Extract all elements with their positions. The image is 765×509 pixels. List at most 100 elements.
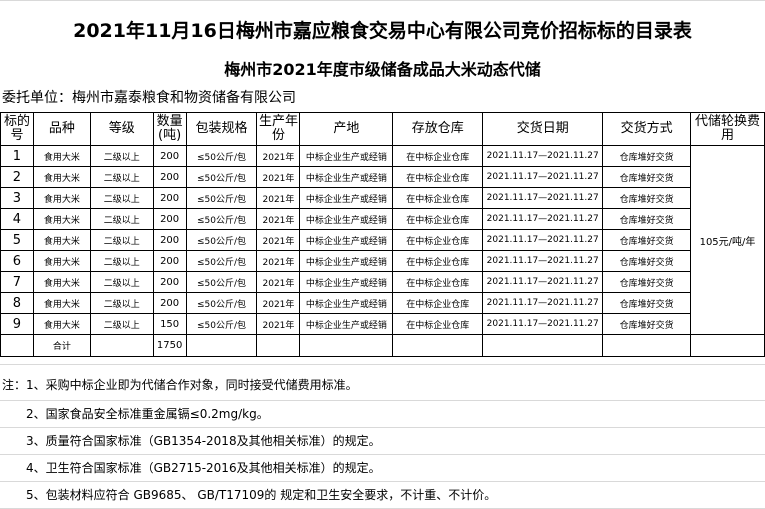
cell-no[interactable]: 4 [0,208,34,230]
cell-method[interactable]: 仓库堆好交货 [602,292,691,314]
cell-grade[interactable]: 二级以上 [89,208,154,230]
cell-no[interactable]: 3 [0,187,34,209]
fee-cell[interactable]: 105元/吨/年 [690,145,765,335]
cell-pack[interactable]: ≤50公斤/包 [185,145,258,167]
cell-qty[interactable]: 200 [152,250,187,272]
cell-origin[interactable]: 中标企业生产或经销 [299,208,394,230]
cell-origin[interactable]: 中标企业生产或经销 [299,313,394,335]
cell-year[interactable]: 2021年 [256,271,301,293]
cell-pack[interactable]: ≤50公斤/包 [185,292,258,314]
cell-variety[interactable]: 食用大米 [32,208,91,230]
cell-warehouse[interactable]: 在中标企业仓库 [392,187,484,209]
cell-origin[interactable]: 中标企业生产或经销 [299,250,394,272]
cell-year[interactable]: 2021年 [256,313,301,335]
cell-origin[interactable]: 中标企业生产或经销 [299,229,394,251]
cell-qty[interactable]: 200 [152,187,187,209]
cell-method[interactable]: 仓库堆好交货 [602,145,691,167]
cell-origin[interactable]: 中标企业生产或经销 [299,271,394,293]
cell-year[interactable]: 2021年 [256,250,301,272]
cell-year[interactable]: 2021年 [256,229,301,251]
cell-variety[interactable]: 食用大米 [32,292,91,314]
cell-pack[interactable]: ≤50公斤/包 [185,229,258,251]
cell-method[interactable]: 仓库堆好交货 [602,250,691,272]
cell-date[interactable]: 2021.11.17—2021.11.27 [482,250,604,272]
empty-cell[interactable] [89,334,154,357]
empty-cell[interactable] [299,334,394,357]
cell-warehouse[interactable]: 在中标企业仓库 [392,271,484,293]
cell-method[interactable]: 仓库堆好交货 [602,313,691,335]
cell-method[interactable]: 仓库堆好交货 [602,229,691,251]
empty-cell[interactable] [185,334,258,357]
cell-no[interactable]: 6 [0,250,34,272]
total-qty[interactable]: 1750 [152,334,187,357]
cell-qty[interactable]: 200 [152,229,187,251]
cell-year[interactable]: 2021年 [256,187,301,209]
cell-variety[interactable]: 食用大米 [32,271,91,293]
cell-date[interactable]: 2021.11.17—2021.11.27 [482,187,604,209]
cell-qty[interactable]: 200 [152,166,187,188]
cell-no[interactable]: 1 [0,145,34,167]
cell-no[interactable]: 8 [0,292,34,314]
empty-cell[interactable] [602,334,691,357]
cell-grade[interactable]: 二级以上 [89,166,154,188]
cell-grade[interactable]: 二级以上 [89,250,154,272]
cell-grade[interactable]: 二级以上 [89,292,154,314]
cell-year[interactable]: 2021年 [256,145,301,167]
cell-no[interactable]: 7 [0,271,34,293]
cell-qty[interactable]: 200 [152,145,187,167]
cell-variety[interactable]: 食用大米 [32,166,91,188]
cell-grade[interactable]: 二级以上 [89,145,154,167]
cell-qty[interactable]: 200 [152,292,187,314]
cell-method[interactable]: 仓库堆好交货 [602,166,691,188]
cell-method[interactable]: 仓库堆好交货 [602,271,691,293]
cell-qty[interactable]: 150 [152,313,187,335]
cell-no[interactable]: 9 [0,313,34,335]
cell-method[interactable]: 仓库堆好交货 [602,187,691,209]
total-label[interactable]: 合计 [32,334,91,357]
cell-origin[interactable]: 中标企业生产或经销 [299,166,394,188]
cell-pack[interactable]: ≤50公斤/包 [185,271,258,293]
empty-cell[interactable] [256,334,301,357]
cell-date[interactable]: 2021.11.17—2021.11.27 [482,208,604,230]
cell-year[interactable]: 2021年 [256,292,301,314]
cell-date[interactable]: 2021.11.17—2021.11.27 [482,166,604,188]
cell-no[interactable]: 2 [0,166,34,188]
cell-year[interactable]: 2021年 [256,166,301,188]
cell-origin[interactable]: 中标企业生产或经销 [299,187,394,209]
empty-cell[interactable] [690,334,765,357]
cell-grade[interactable]: 二级以上 [89,229,154,251]
cell-variety[interactable]: 食用大米 [32,187,91,209]
cell-no[interactable]: 5 [0,229,34,251]
cell-method[interactable]: 仓库堆好交货 [602,208,691,230]
empty-cell[interactable] [392,334,484,357]
cell-pack[interactable]: ≤50公斤/包 [185,187,258,209]
empty-cell[interactable] [482,334,604,357]
cell-date[interactable]: 2021.11.17—2021.11.27 [482,229,604,251]
cell-variety[interactable]: 食用大米 [32,229,91,251]
cell-warehouse[interactable]: 在中标企业仓库 [392,229,484,251]
cell-date[interactable]: 2021.11.17—2021.11.27 [482,292,604,314]
empty-cell[interactable] [0,334,34,357]
cell-variety[interactable]: 食用大米 [32,313,91,335]
cell-variety[interactable]: 食用大米 [32,250,91,272]
cell-grade[interactable]: 二级以上 [89,187,154,209]
cell-qty[interactable]: 200 [152,208,187,230]
cell-warehouse[interactable]: 在中标企业仓库 [392,208,484,230]
cell-grade[interactable]: 二级以上 [89,271,154,293]
cell-year[interactable]: 2021年 [256,208,301,230]
cell-date[interactable]: 2021.11.17—2021.11.27 [482,313,604,335]
cell-pack[interactable]: ≤50公斤/包 [185,250,258,272]
cell-qty[interactable]: 200 [152,271,187,293]
cell-grade[interactable]: 二级以上 [89,313,154,335]
cell-origin[interactable]: 中标企业生产或经销 [299,292,394,314]
cell-pack[interactable]: ≤50公斤/包 [185,166,258,188]
cell-pack[interactable]: ≤50公斤/包 [185,208,258,230]
cell-warehouse[interactable]: 在中标企业仓库 [392,250,484,272]
cell-warehouse[interactable]: 在中标企业仓库 [392,166,484,188]
cell-date[interactable]: 2021.11.17—2021.11.27 [482,271,604,293]
cell-warehouse[interactable]: 在中标企业仓库 [392,145,484,167]
cell-date[interactable]: 2021.11.17—2021.11.27 [482,145,604,167]
cell-warehouse[interactable]: 在中标企业仓库 [392,292,484,314]
cell-origin[interactable]: 中标企业生产或经销 [299,145,394,167]
cell-variety[interactable]: 食用大米 [32,145,91,167]
